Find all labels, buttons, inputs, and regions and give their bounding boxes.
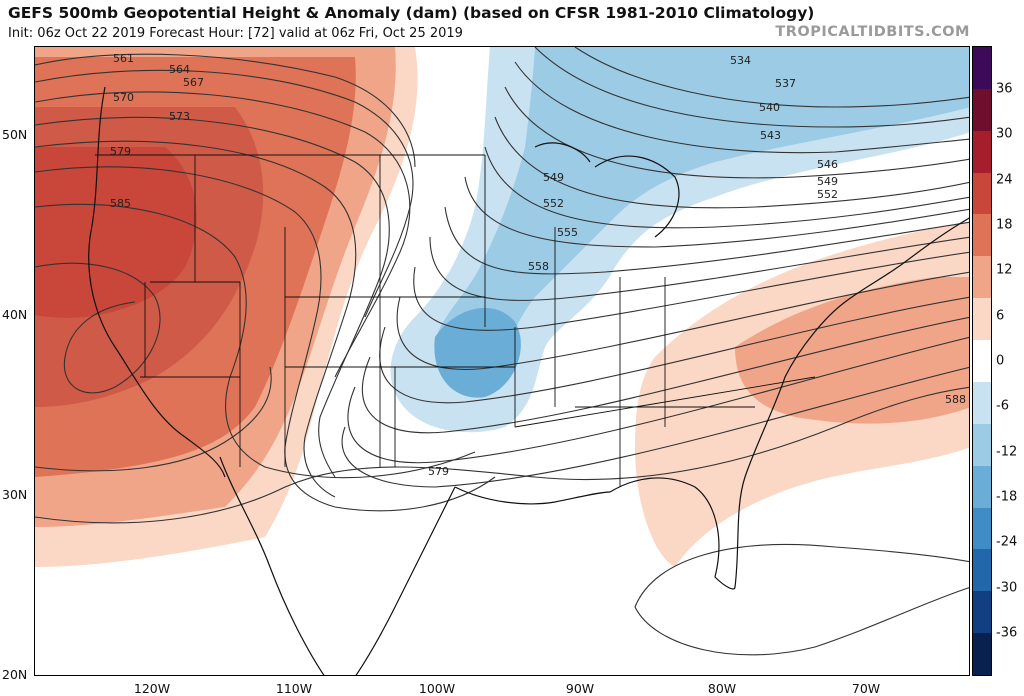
colorbar-segment <box>973 465 991 509</box>
contour-label: 570 <box>113 91 134 104</box>
contour-label: 543 <box>760 129 781 142</box>
colorbar-segment <box>973 340 991 383</box>
colorbar-segment <box>973 172 991 215</box>
colorbar-segment <box>973 633 991 676</box>
colorbar-label: 18 <box>996 217 1013 233</box>
colorbar-segment <box>973 256 991 299</box>
lon-label: 80W <box>707 681 737 696</box>
contour-label: 555 <box>557 226 578 239</box>
coastlines <box>88 86 969 675</box>
lat-label: 20N <box>2 667 28 682</box>
contour-label: 549 <box>543 171 564 184</box>
colorbar-label: 36 <box>996 81 1013 97</box>
contour-label: 534 <box>730 54 751 67</box>
map-subtitle: Init: 06z Oct 22 2019 Forecast Hour: [72… <box>8 26 463 41</box>
colorbar-segment <box>973 130 991 174</box>
contour-label: 567 <box>183 76 204 89</box>
colorbar-label: 30 <box>996 126 1013 142</box>
colorbar-label: 6 <box>996 308 1005 324</box>
colorbar-segment <box>973 549 991 592</box>
colorbar-label: 12 <box>996 262 1013 278</box>
colorbar-segment <box>973 381 991 425</box>
colorbar-label: -12 <box>996 444 1018 460</box>
contour-label: 579 <box>110 145 131 158</box>
map-title: GEFS 500mb Geopotential Height & Anomaly… <box>8 4 815 22</box>
lon-label: 100W <box>418 681 456 696</box>
colorbar-segment <box>973 591 991 634</box>
contour-labels: 561 564 567 570 573 579 585 534 537 540 … <box>110 52 966 478</box>
colorbar-segment <box>973 423 991 467</box>
map-svg: 561 564 567 570 573 579 585 534 537 540 … <box>35 47 969 675</box>
contour-label: 588 <box>945 393 966 406</box>
contour-label: 564 <box>169 63 190 76</box>
colorbar-label: 0 <box>996 353 1005 369</box>
contour-label: 549 <box>817 175 838 188</box>
contour-label: 585 <box>110 197 131 210</box>
colorbar-label: -36 <box>996 625 1018 641</box>
colorbar-segment <box>973 298 991 341</box>
colorbar-label: -6 <box>996 398 1009 414</box>
contour-label: 558 <box>528 260 549 273</box>
lon-label: 90W <box>565 681 595 696</box>
lat-label: 50N <box>2 127 28 142</box>
lat-label: 30N <box>2 487 28 502</box>
state-borders <box>95 154 816 487</box>
colorbar-label: -18 <box>996 489 1018 505</box>
colorbar-label: -24 <box>996 534 1018 550</box>
anomaly-shading <box>35 47 969 567</box>
colorbar-segment <box>973 47 991 90</box>
lon-label: 70W <box>851 681 881 696</box>
lon-label: 120W <box>133 681 171 696</box>
contour-label: 552 <box>817 188 838 201</box>
lat-label: 40N <box>2 307 28 322</box>
contour-label: 552 <box>543 197 564 210</box>
header: GEFS 500mb Geopotential Height & Anomaly… <box>0 0 1024 46</box>
colorbar-segment <box>973 214 991 257</box>
contour-label: 537 <box>775 77 796 90</box>
contour-label: 540 <box>759 101 780 114</box>
contour-label: 579 <box>428 465 449 478</box>
brand-watermark: TROPICALTIDBITS.COM <box>775 24 970 40</box>
map-panel: 561 564 567 570 573 579 585 534 537 540 … <box>34 46 970 676</box>
contour-label: 561 <box>113 52 134 65</box>
colorbar-segment <box>973 507 991 550</box>
colorbar-label: -30 <box>996 580 1018 596</box>
anomaly-colorbar <box>972 46 992 676</box>
lon-label: 110W <box>275 681 313 696</box>
colorbar-label: 24 <box>996 172 1013 188</box>
contour-label: 546 <box>817 158 838 171</box>
colorbar-segment <box>973 88 991 132</box>
contour-label: 573 <box>169 110 190 123</box>
